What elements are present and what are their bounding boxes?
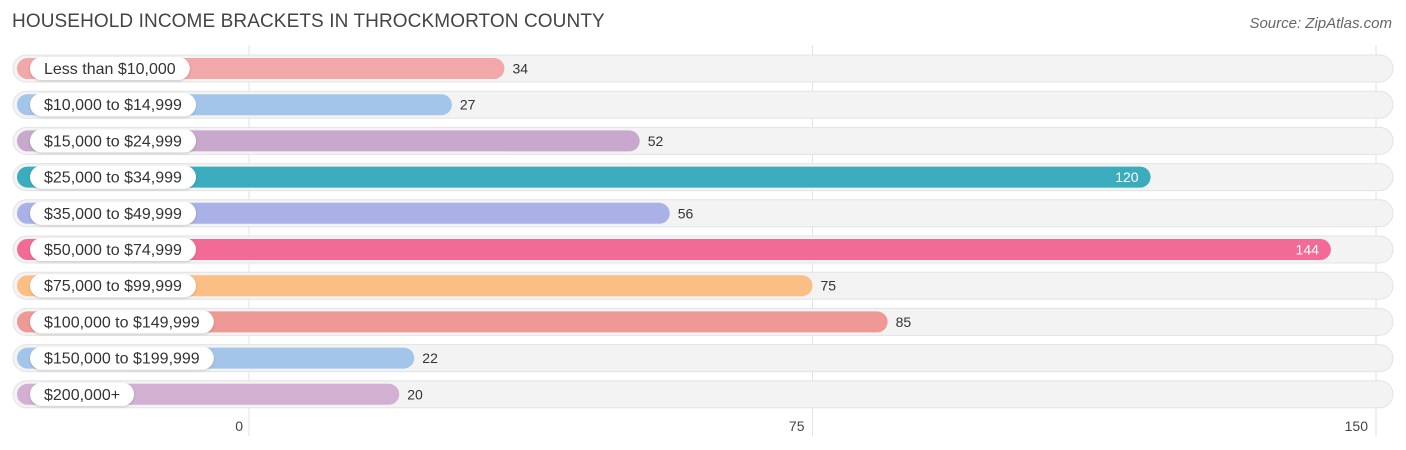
bar [17, 239, 1331, 260]
category-label: $10,000 to $14,999 [44, 97, 182, 114]
value-label: 144 [1296, 242, 1320, 258]
value-label: 120 [1115, 169, 1139, 185]
category-pill [30, 93, 197, 117]
value-label: 34 [512, 61, 528, 77]
category-label: $35,000 to $49,999 [44, 206, 182, 223]
bar-row: $150,000 to $199,999 22 [12, 344, 1394, 373]
category-pill [30, 310, 214, 334]
value-label: 27 [460, 97, 476, 113]
category-pill [30, 165, 197, 189]
category-pill [30, 346, 214, 370]
bar-row: $200,000+ 20 [12, 380, 1394, 409]
bar-row: $15,000 to $24,999 52 [12, 126, 1394, 155]
bar-row: $10,000 to $14,999 27 [12, 90, 1394, 119]
value-label: 56 [678, 205, 694, 221]
category-label: $200,000+ [44, 387, 120, 404]
bar-row: $75,000 to $99,999 75 [12, 271, 1394, 300]
value-label: 52 [648, 133, 664, 149]
bar-row: $35,000 to $49,999 56 [12, 199, 1394, 228]
value-label: 75 [821, 278, 837, 294]
value-label: 22 [422, 350, 438, 366]
category-pill [30, 238, 197, 261]
tick-label: 150 [1345, 418, 1369, 434]
category-pill [30, 57, 190, 80]
bar-row: $100,000 to $149,999 85 [12, 307, 1394, 336]
category-label: $100,000 to $149,999 [44, 314, 200, 331]
category-label: $15,000 to $24,999 [44, 133, 182, 150]
tick-label: 0 [235, 418, 243, 434]
category-label: $50,000 to $74,999 [44, 242, 182, 259]
bar [17, 311, 888, 333]
bar-row: Less than $10,000 34 [12, 54, 1394, 83]
bar-row: $25,000 to $34,999 120 [12, 163, 1394, 192]
chart-title: HOUSEHOLD INCOME BRACKETS IN THROCKMORTO… [12, 11, 605, 32]
category-label: Less than $10,000 [44, 61, 176, 78]
value-label: 85 [896, 314, 912, 330]
category-pill [30, 382, 135, 406]
category-pill [30, 201, 197, 225]
category-label: $75,000 to $99,999 [44, 278, 182, 295]
category-label: $150,000 to $199,999 [44, 351, 200, 368]
tick-label: 75 [789, 418, 805, 434]
bar [17, 166, 1151, 188]
bar [17, 275, 813, 297]
category-pill [30, 129, 197, 153]
category-label: $25,000 to $34,999 [44, 170, 182, 187]
source-label: Source: ZipAtlas.com [1249, 15, 1392, 32]
value-label: 20 [407, 386, 423, 402]
category-pill [30, 274, 197, 298]
bar-row: $50,000 to $74,999 144 [12, 235, 1394, 264]
